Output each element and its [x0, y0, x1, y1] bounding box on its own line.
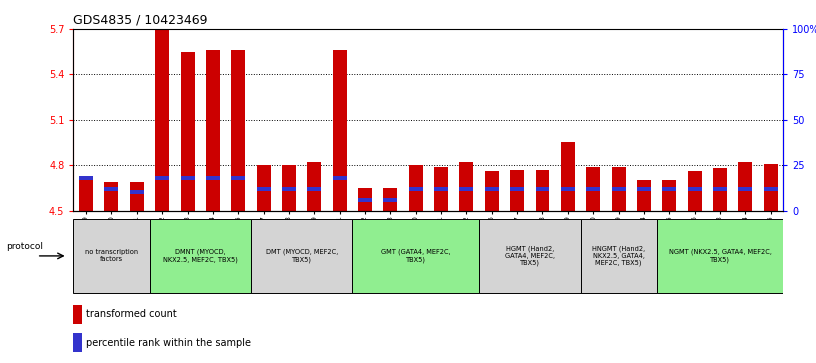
- Bar: [535, 187, 549, 191]
- Bar: [561, 142, 574, 211]
- Bar: [73, 305, 82, 323]
- Text: DMNT (MYOCD,
NKX2.5, MEF2C, TBX5): DMNT (MYOCD, NKX2.5, MEF2C, TBX5): [162, 249, 237, 263]
- Bar: [713, 187, 727, 191]
- Bar: [663, 187, 676, 191]
- Bar: [764, 187, 778, 191]
- FancyBboxPatch shape: [657, 219, 783, 293]
- Bar: [358, 188, 372, 211]
- Bar: [611, 167, 626, 211]
- Bar: [535, 170, 549, 211]
- Bar: [104, 187, 118, 191]
- Bar: [333, 176, 347, 180]
- FancyBboxPatch shape: [353, 219, 479, 293]
- Bar: [586, 187, 601, 191]
- FancyBboxPatch shape: [251, 219, 353, 293]
- Bar: [663, 180, 676, 211]
- Bar: [459, 162, 473, 211]
- Bar: [586, 167, 601, 211]
- Bar: [409, 165, 423, 211]
- Bar: [79, 176, 93, 180]
- Bar: [79, 177, 93, 211]
- Bar: [104, 182, 118, 211]
- Bar: [180, 52, 194, 211]
- FancyBboxPatch shape: [479, 219, 580, 293]
- Text: GMT (GATA4, MEF2C,
TBX5): GMT (GATA4, MEF2C, TBX5): [381, 249, 450, 263]
- FancyBboxPatch shape: [149, 219, 251, 293]
- Bar: [231, 176, 246, 180]
- Bar: [180, 176, 194, 180]
- Text: percentile rank within the sample: percentile rank within the sample: [86, 338, 251, 348]
- Bar: [130, 182, 144, 211]
- Bar: [73, 334, 82, 352]
- Bar: [510, 187, 524, 191]
- Bar: [738, 187, 752, 191]
- Bar: [155, 176, 169, 180]
- Bar: [308, 162, 322, 211]
- Text: HNGMT (Hand2,
NKX2.5, GATA4,
MEF2C, TBX5): HNGMT (Hand2, NKX2.5, GATA4, MEF2C, TBX5…: [592, 245, 645, 266]
- Bar: [688, 171, 702, 211]
- Bar: [611, 187, 626, 191]
- Bar: [256, 165, 271, 211]
- Text: GDS4835 / 10423469: GDS4835 / 10423469: [73, 13, 208, 26]
- Bar: [231, 50, 246, 211]
- Bar: [485, 187, 499, 191]
- Bar: [308, 187, 322, 191]
- Text: DMT (MYOCD, MEF2C,
TBX5): DMT (MYOCD, MEF2C, TBX5): [265, 249, 338, 263]
- FancyBboxPatch shape: [580, 219, 657, 293]
- Bar: [637, 180, 651, 211]
- Bar: [130, 191, 144, 194]
- Bar: [459, 187, 473, 191]
- Bar: [206, 176, 220, 180]
- Text: no transcription
factors: no transcription factors: [85, 249, 138, 262]
- Text: HGMT (Hand2,
GATA4, MEF2C,
TBX5): HGMT (Hand2, GATA4, MEF2C, TBX5): [505, 245, 555, 266]
- Bar: [333, 50, 347, 211]
- Bar: [358, 198, 372, 201]
- Bar: [510, 170, 524, 211]
- Bar: [738, 162, 752, 211]
- Bar: [282, 187, 296, 191]
- Bar: [384, 198, 397, 201]
- Bar: [485, 171, 499, 211]
- Text: NGMT (NKX2.5, GATA4, MEF2C,
TBX5): NGMT (NKX2.5, GATA4, MEF2C, TBX5): [668, 249, 771, 263]
- Text: protocol: protocol: [6, 242, 43, 251]
- Bar: [155, 29, 169, 211]
- Bar: [409, 187, 423, 191]
- Bar: [434, 187, 448, 191]
- Bar: [688, 187, 702, 191]
- Bar: [384, 188, 397, 211]
- Bar: [434, 167, 448, 211]
- FancyBboxPatch shape: [73, 219, 149, 293]
- Bar: [713, 168, 727, 211]
- Bar: [206, 50, 220, 211]
- Bar: [256, 187, 271, 191]
- Bar: [282, 165, 296, 211]
- Bar: [637, 187, 651, 191]
- Text: transformed count: transformed count: [86, 309, 177, 319]
- Bar: [561, 187, 574, 191]
- Bar: [764, 164, 778, 211]
